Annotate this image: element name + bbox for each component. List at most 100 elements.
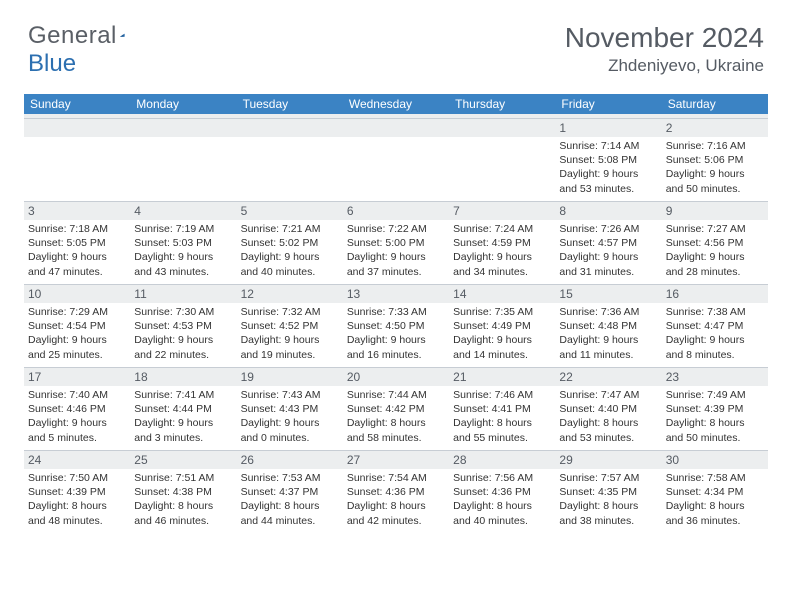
day-sunset: Sunset: 4:39 PM xyxy=(666,402,764,416)
calendar-day-cell: 15Sunrise: 7:36 AMSunset: 4:48 PMDayligh… xyxy=(555,285,661,367)
calendar-week-row: 10Sunrise: 7:29 AMSunset: 4:54 PMDayligh… xyxy=(24,284,768,367)
day-sunset: Sunset: 5:02 PM xyxy=(241,236,339,250)
day-sunset: Sunset: 4:36 PM xyxy=(453,485,551,499)
day-details: Sunrise: 7:32 AMSunset: 4:52 PMDaylight:… xyxy=(237,303,343,364)
day-sunset: Sunset: 5:08 PM xyxy=(559,153,657,167)
day-day2: and 11 minutes. xyxy=(559,348,657,362)
calendar-day-cell: . xyxy=(24,119,130,201)
calendar-day-cell: 19Sunrise: 7:43 AMSunset: 4:43 PMDayligh… xyxy=(237,368,343,450)
day-day1: Daylight: 9 hours xyxy=(559,250,657,264)
day-number: . xyxy=(343,119,449,137)
day-number: 26 xyxy=(237,451,343,469)
calendar-day-cell: 1Sunrise: 7:14 AMSunset: 5:08 PMDaylight… xyxy=(555,119,661,201)
day-number: 3 xyxy=(24,202,130,220)
day-day1: Daylight: 9 hours xyxy=(28,416,126,430)
day-details: Sunrise: 7:22 AMSunset: 5:00 PMDaylight:… xyxy=(343,220,449,281)
weekday-header: Sunday xyxy=(24,94,130,114)
day-sunset: Sunset: 4:44 PM xyxy=(134,402,232,416)
day-day2: and 46 minutes. xyxy=(134,514,232,528)
weeks-container: .....1Sunrise: 7:14 AMSunset: 5:08 PMDay… xyxy=(24,118,768,533)
calendar-day-cell: . xyxy=(343,119,449,201)
calendar-day-cell: 29Sunrise: 7:57 AMSunset: 4:35 PMDayligh… xyxy=(555,451,661,533)
day-day2: and 48 minutes. xyxy=(28,514,126,528)
day-details: Sunrise: 7:44 AMSunset: 4:42 PMDaylight:… xyxy=(343,386,449,447)
day-sunrise: Sunrise: 7:50 AM xyxy=(28,471,126,485)
day-sunset: Sunset: 4:56 PM xyxy=(666,236,764,250)
day-number: 11 xyxy=(130,285,236,303)
day-details: Sunrise: 7:49 AMSunset: 4:39 PMDaylight:… xyxy=(662,386,768,447)
day-sunrise: Sunrise: 7:35 AM xyxy=(453,305,551,319)
day-day1: Daylight: 8 hours xyxy=(559,416,657,430)
day-sunrise: Sunrise: 7:30 AM xyxy=(134,305,232,319)
day-day2: and 47 minutes. xyxy=(28,265,126,279)
day-day2: and 8 minutes. xyxy=(666,348,764,362)
calendar-day-cell: 25Sunrise: 7:51 AMSunset: 4:38 PMDayligh… xyxy=(130,451,236,533)
day-sunrise: Sunrise: 7:44 AM xyxy=(347,388,445,402)
day-details: Sunrise: 7:14 AMSunset: 5:08 PMDaylight:… xyxy=(555,137,661,198)
day-number: 4 xyxy=(130,202,236,220)
day-sunset: Sunset: 4:52 PM xyxy=(241,319,339,333)
day-sunset: Sunset: 4:37 PM xyxy=(241,485,339,499)
day-sunset: Sunset: 4:35 PM xyxy=(559,485,657,499)
logo-text-grey: General xyxy=(28,22,117,49)
calendar-day-cell: 5Sunrise: 7:21 AMSunset: 5:02 PMDaylight… xyxy=(237,202,343,284)
day-sunset: Sunset: 4:42 PM xyxy=(347,402,445,416)
day-day1: Daylight: 8 hours xyxy=(134,499,232,513)
day-day1: Daylight: 8 hours xyxy=(666,416,764,430)
day-day2: and 34 minutes. xyxy=(453,265,551,279)
day-day1: Daylight: 8 hours xyxy=(241,499,339,513)
calendar-day-cell: 4Sunrise: 7:19 AMSunset: 5:03 PMDaylight… xyxy=(130,202,236,284)
day-sunset: Sunset: 4:38 PM xyxy=(134,485,232,499)
day-day1: Daylight: 8 hours xyxy=(453,416,551,430)
day-day1: Daylight: 9 hours xyxy=(241,250,339,264)
day-sunset: Sunset: 4:47 PM xyxy=(666,319,764,333)
day-number: 17 xyxy=(24,368,130,386)
day-sunset: Sunset: 4:53 PM xyxy=(134,319,232,333)
weekday-header: Wednesday xyxy=(343,94,449,114)
calendar-day-cell: 28Sunrise: 7:56 AMSunset: 4:36 PMDayligh… xyxy=(449,451,555,533)
day-details: Sunrise: 7:18 AMSunset: 5:05 PMDaylight:… xyxy=(24,220,130,281)
day-sunrise: Sunrise: 7:53 AM xyxy=(241,471,339,485)
day-sunset: Sunset: 4:46 PM xyxy=(28,402,126,416)
calendar-day-cell: 8Sunrise: 7:26 AMSunset: 4:57 PMDaylight… xyxy=(555,202,661,284)
day-sunset: Sunset: 4:54 PM xyxy=(28,319,126,333)
day-number: . xyxy=(449,119,555,137)
page-header: General November 2024 Zhdeniyevo, Ukrain… xyxy=(0,0,792,86)
calendar-week-row: 17Sunrise: 7:40 AMSunset: 4:46 PMDayligh… xyxy=(24,367,768,450)
day-day2: and 36 minutes. xyxy=(666,514,764,528)
day-details: Sunrise: 7:46 AMSunset: 4:41 PMDaylight:… xyxy=(449,386,555,447)
day-day2: and 0 minutes. xyxy=(241,431,339,445)
calendar-day-cell: 11Sunrise: 7:30 AMSunset: 4:53 PMDayligh… xyxy=(130,285,236,367)
day-details: Sunrise: 7:43 AMSunset: 4:43 PMDaylight:… xyxy=(237,386,343,447)
day-sunrise: Sunrise: 7:43 AM xyxy=(241,388,339,402)
day-details: Sunrise: 7:21 AMSunset: 5:02 PMDaylight:… xyxy=(237,220,343,281)
logo-text: General xyxy=(28,22,117,50)
day-number: . xyxy=(237,119,343,137)
day-day2: and 5 minutes. xyxy=(28,431,126,445)
day-details: Sunrise: 7:24 AMSunset: 4:59 PMDaylight:… xyxy=(449,220,555,281)
day-number: 7 xyxy=(449,202,555,220)
calendar-day-cell: 7Sunrise: 7:24 AMSunset: 4:59 PMDaylight… xyxy=(449,202,555,284)
calendar-day-cell: 12Sunrise: 7:32 AMSunset: 4:52 PMDayligh… xyxy=(237,285,343,367)
calendar-day-cell: 20Sunrise: 7:44 AMSunset: 4:42 PMDayligh… xyxy=(343,368,449,450)
day-day2: and 14 minutes. xyxy=(453,348,551,362)
day-number: 30 xyxy=(662,451,768,469)
calendar-day-cell: 6Sunrise: 7:22 AMSunset: 5:00 PMDaylight… xyxy=(343,202,449,284)
day-details: Sunrise: 7:38 AMSunset: 4:47 PMDaylight:… xyxy=(662,303,768,364)
day-sunrise: Sunrise: 7:19 AM xyxy=(134,222,232,236)
day-details: Sunrise: 7:51 AMSunset: 4:38 PMDaylight:… xyxy=(130,469,236,530)
day-sunrise: Sunrise: 7:49 AM xyxy=(666,388,764,402)
day-day1: Daylight: 9 hours xyxy=(559,167,657,181)
day-details: Sunrise: 7:40 AMSunset: 4:46 PMDaylight:… xyxy=(24,386,130,447)
location-label: Zhdeniyevo, Ukraine xyxy=(565,56,764,76)
weekday-header: Friday xyxy=(555,94,661,114)
calendar-day-cell: 14Sunrise: 7:35 AMSunset: 4:49 PMDayligh… xyxy=(449,285,555,367)
day-day1: Daylight: 9 hours xyxy=(28,333,126,347)
day-day2: and 31 minutes. xyxy=(559,265,657,279)
day-day2: and 50 minutes. xyxy=(666,182,764,196)
day-day2: and 40 minutes. xyxy=(453,514,551,528)
day-number: 8 xyxy=(555,202,661,220)
day-sunrise: Sunrise: 7:24 AM xyxy=(453,222,551,236)
calendar-day-cell: 24Sunrise: 7:50 AMSunset: 4:39 PMDayligh… xyxy=(24,451,130,533)
day-number: 13 xyxy=(343,285,449,303)
